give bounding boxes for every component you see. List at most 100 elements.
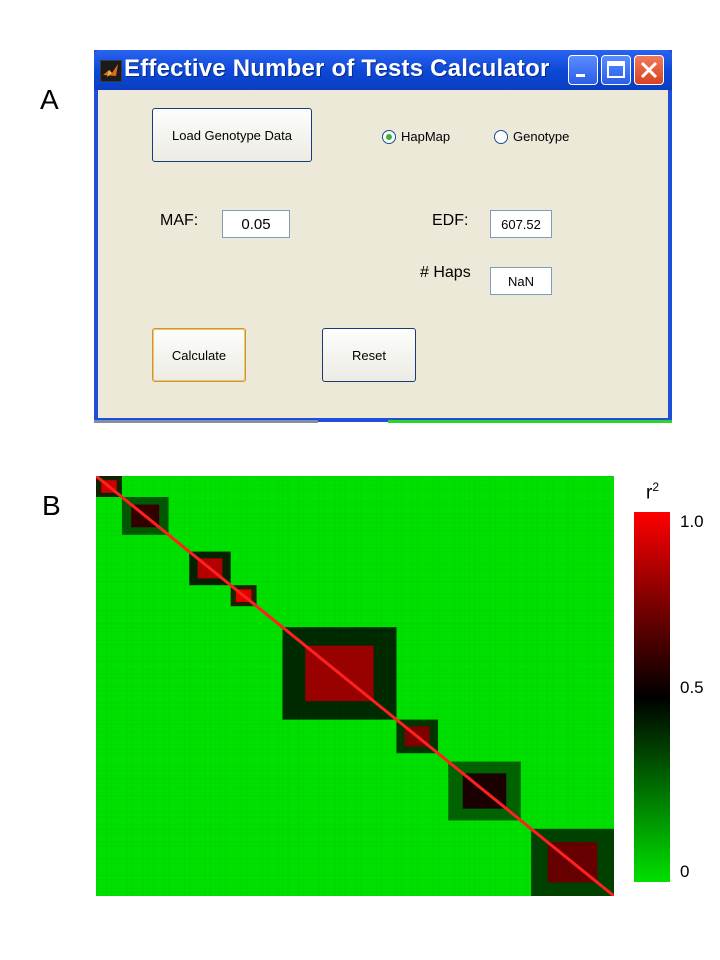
heatmap-texture-line	[96, 501, 614, 503]
close-icon	[640, 61, 658, 79]
heatmap-texture-line	[396, 476, 398, 896]
heatmap-texture-line	[106, 476, 108, 896]
heatmap-texture-line	[96, 841, 614, 843]
heatmap-texture-line	[96, 887, 614, 889]
heatmap-texture-line	[96, 828, 614, 830]
heatmap-texture-line	[111, 476, 113, 896]
heatmap-texture-line	[96, 858, 614, 860]
heatmap-texture-line	[220, 476, 222, 896]
heatmap-texture-line	[531, 476, 533, 896]
heatmap-texture-line	[96, 862, 614, 864]
heatmap-texture-line	[468, 476, 470, 896]
heatmap-texture-line	[96, 610, 614, 612]
maf-label: MAF:	[160, 212, 199, 229]
heatmap-texture-line	[277, 476, 279, 896]
heatmap-texture-line	[96, 753, 614, 755]
heatmap-texture-line	[225, 476, 227, 896]
heatmap-texture-line	[184, 476, 186, 896]
radio-hapmap[interactable]: HapMap	[382, 129, 450, 144]
heatmap-texture-line	[96, 551, 614, 553]
heatmap-texture-line	[525, 476, 527, 896]
heatmap-texture-line	[401, 476, 403, 896]
title-bar[interactable]: Effective Number of Tests Calculator	[94, 50, 672, 90]
heatmap-texture-line	[96, 833, 614, 834]
heatmap-texture-line	[127, 476, 129, 896]
heatmap-texture-line	[246, 476, 248, 896]
haps-value-field: NaN	[490, 267, 552, 295]
colorbar-tick-low: 0	[680, 862, 690, 881]
window-title: Effective Number of Tests Calculator	[124, 55, 550, 82]
heatmap-texture-line	[96, 518, 614, 519]
radio-unselected-icon	[494, 129, 508, 144]
heatmap-texture-line	[96, 812, 614, 813]
heatmap-texture-line	[96, 484, 614, 486]
colorbar-tick-high: 1.0	[680, 512, 704, 531]
minimize-button[interactable]	[568, 55, 598, 85]
heatmap-texture-line	[96, 770, 614, 771]
heatmap-texture-line	[479, 476, 481, 896]
heatmap-texture-line	[567, 476, 569, 896]
heatmap-texture-line	[142, 476, 144, 896]
heatmap-texture-line	[209, 476, 211, 896]
heatmap-texture-line	[96, 732, 614, 734]
heatmap-texture-line	[96, 778, 614, 780]
maf-input[interactable]: 0.05	[222, 210, 290, 238]
heatmap-texture-line	[608, 476, 610, 896]
heatmap-texture-line	[96, 614, 614, 616]
calculate-button[interactable]: Calculate	[152, 328, 246, 382]
heatmap-texture-line	[96, 568, 614, 570]
heatmap-texture-line	[96, 576, 614, 578]
close-button[interactable]	[634, 55, 664, 85]
heatmap-texture-line	[96, 581, 614, 582]
heatmap-texture-line	[152, 476, 154, 896]
heatmap-texture-line	[96, 845, 614, 847]
heatmap-texture-line	[96, 476, 614, 477]
maximize-button[interactable]	[601, 55, 631, 85]
heatmap-texture-line	[96, 505, 614, 507]
haps-label: # Haps	[420, 264, 471, 281]
heatmap-texture-line	[96, 875, 614, 876]
heatmap-texture-line	[536, 476, 538, 896]
heatmap-texture-line	[96, 782, 614, 784]
heatmap-texture-line	[96, 593, 614, 595]
heatmap-texture-line	[96, 476, 97, 896]
heatmap-texture-line	[96, 534, 614, 536]
minimize-icon	[576, 74, 585, 77]
heatmap-texture-line	[411, 476, 413, 896]
edf-label: EDF:	[432, 212, 469, 229]
heatmap-texture-line	[494, 476, 496, 896]
heatmap-texture-line	[96, 623, 614, 624]
reset-button[interactable]: Reset	[322, 328, 416, 382]
heatmap-texture-line	[437, 476, 439, 896]
heatmap-texture-line	[551, 476, 553, 896]
edf-value-field: 607.52	[490, 210, 552, 238]
heatmap-texture-line	[96, 530, 614, 532]
heatmap-texture-line	[147, 476, 149, 896]
heatmap-texture-line	[593, 476, 595, 896]
heatmap-texture-line	[515, 476, 517, 896]
colorbar	[634, 512, 670, 882]
heatmap-texture-line	[458, 476, 460, 896]
radio-selected-icon	[382, 129, 396, 144]
heatmap-texture-line	[96, 547, 614, 549]
heatmap-texture-line	[603, 476, 605, 896]
heatmap-texture-line	[432, 476, 434, 896]
heatmap-texture-line	[96, 522, 614, 524]
taskbar-strip-right	[388, 420, 672, 423]
matlab-icon	[100, 60, 122, 82]
heatmap-texture-line	[96, 597, 614, 599]
radio-genotype[interactable]: Genotype	[494, 129, 569, 144]
heatmap-texture-line	[189, 476, 191, 896]
heatmap-texture-line	[417, 476, 419, 896]
radio-genotype-label: Genotype	[513, 129, 570, 144]
heatmap-texture-line	[266, 476, 268, 896]
load-genotype-data-button[interactable]: Load Genotype Data	[152, 108, 312, 162]
heatmap-texture-line	[96, 891, 614, 893]
heatmap-texture-line	[96, 824, 614, 826]
heatmap-texture-line	[96, 749, 614, 750]
taskbar-strip-left	[94, 420, 318, 423]
radio-hapmap-label: HapMap	[401, 129, 451, 144]
heatmap-texture-line	[489, 476, 491, 896]
heatmap-texture-line	[96, 488, 614, 490]
panel-b-label: B	[42, 490, 61, 521]
